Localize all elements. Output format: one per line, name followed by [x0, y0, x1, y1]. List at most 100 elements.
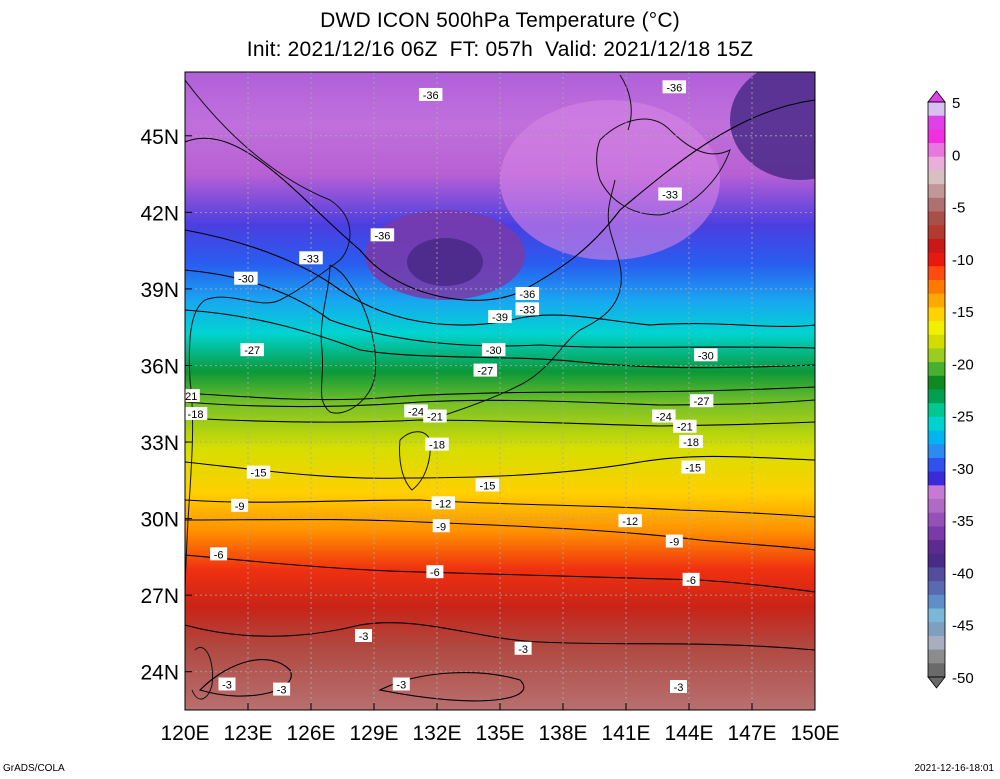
contour-label-bg	[694, 348, 718, 362]
colorbar-label: -10	[952, 252, 974, 269]
contour-label: -3	[674, 682, 684, 694]
colorbar-segment	[928, 170, 945, 185]
coast-asia-mainland	[185, 79, 351, 640]
plot-area	[185, 72, 815, 710]
coast-korea	[320, 264, 377, 414]
contour-label: -21	[677, 422, 693, 434]
y-tick-label: 45N	[140, 126, 179, 149]
contour-labels: -36 -36 -36 -36 -33 -33 -33 -39 -30 -30 -30 -27 -27 -…	[182, 80, 718, 697]
contour-label-bg	[299, 251, 323, 265]
contour-label-bg	[423, 409, 447, 423]
coast-kyushu	[399, 431, 431, 491]
colorbar-bottom-arrow	[927, 676, 946, 689]
colorbar-segment	[928, 594, 945, 610]
contour-label: -33	[519, 304, 535, 316]
contour-label: -12	[435, 498, 451, 510]
x-axis: 120E 123E 126E 129E 132E 135E 138E 141E 144E 147E…	[160, 703, 840, 745]
contour-label-bg	[418, 87, 443, 101]
colorbar-label: -20	[952, 356, 974, 373]
colorbar-segment	[928, 129, 945, 144]
contour-label: -9	[235, 501, 245, 513]
contour-label-bg	[682, 572, 700, 586]
contour-label: -3	[277, 685, 287, 697]
contour-label-bg	[670, 680, 687, 694]
y-axis: 24N 27N 30N 33N 36N 39N 42N 45N	[140, 126, 192, 685]
map-title: DWD ICON 500hPa Temperature (°C)	[320, 9, 680, 32]
contour-label-bg	[514, 641, 532, 655]
contour-label-bg	[234, 271, 258, 285]
contour-label-bg	[515, 302, 540, 316]
coast-sakhalin	[619, 74, 632, 131]
colorbar-segment	[928, 362, 945, 377]
contour-label: -27	[477, 366, 493, 378]
y-tick-label: 27N	[140, 585, 179, 608]
colorbar-segment	[928, 649, 945, 664]
colorbar-segment	[928, 389, 945, 404]
colorbar-frame	[927, 101, 946, 678]
x-tick-label: 129E	[349, 722, 398, 745]
contour-label-bg	[432, 519, 450, 533]
colorbar-segment	[928, 471, 945, 486]
colorbar-segment	[928, 581, 945, 596]
contour-label-bg	[426, 565, 444, 579]
coast-hokkaido	[596, 118, 731, 216]
colorbar-label: -15	[952, 304, 974, 321]
colorbar-segment	[928, 279, 945, 295]
x-tick-label: 123E	[223, 722, 272, 745]
colorbar-segment	[928, 238, 945, 254]
contour-label: -36	[519, 289, 535, 301]
contour-label-bg	[246, 465, 271, 479]
x-tick-label: 120E	[160, 722, 209, 745]
colorbar-segment	[928, 334, 945, 349]
y-tick-label: 24N	[140, 662, 179, 685]
colorbar-segment	[928, 143, 945, 158]
contour-label: -36	[374, 230, 390, 242]
contour-label: -6	[214, 549, 224, 561]
colorbar-label: -35	[952, 513, 974, 530]
contour-label-bg	[183, 406, 208, 420]
warm-pocket-hokkaido	[500, 100, 720, 260]
contour-label: -39	[492, 312, 508, 324]
contour-label: -6	[686, 575, 696, 587]
contour-label: -21	[427, 412, 443, 424]
contour-label-bg	[370, 228, 395, 242]
contour-label: -3	[359, 631, 369, 643]
contour-label: -27	[694, 396, 710, 408]
isotherms	[185, 99, 815, 702]
contour-label-bg	[689, 394, 714, 408]
x-tick-label: 135E	[475, 722, 524, 745]
colorbar-segment	[928, 540, 945, 555]
cold-core-inner	[407, 238, 483, 286]
contour-label-bg	[662, 80, 687, 94]
colorbar-segment	[928, 512, 945, 527]
contour-label: -3	[222, 679, 232, 691]
x-tick-label: 144E	[664, 722, 713, 745]
colorbar-segment	[928, 197, 945, 213]
contour-label: -24	[408, 406, 424, 418]
x-tick-label: 138E	[538, 722, 587, 745]
colorbar-segment	[928, 663, 945, 678]
contour-label-bg	[618, 514, 642, 528]
contour-label-bg	[240, 343, 264, 357]
contour-label: -30	[698, 350, 714, 362]
colorbar-segment	[928, 403, 945, 418]
colorbar-label: -5	[952, 200, 965, 217]
colorbar-segment	[928, 444, 945, 459]
contour-label-bg	[231, 498, 249, 512]
contour-label: -9	[669, 537, 679, 549]
y-tick-label: 42N	[140, 202, 179, 225]
contour-label-bg	[679, 435, 703, 449]
contour-label-bg	[652, 409, 676, 423]
contour-label-bg	[210, 547, 228, 561]
coastlines	[185, 74, 731, 700]
contour-label-bg	[218, 677, 236, 691]
contour-label-bg	[431, 496, 456, 510]
colorbar-segment	[928, 635, 945, 651]
contour-label-bg	[182, 389, 200, 403]
colorbar-segment	[928, 457, 945, 473]
contour-label: -3	[518, 644, 528, 656]
colorbar-label: -30	[952, 461, 974, 478]
colorbar-segment	[928, 266, 945, 281]
contour-label: -33	[303, 253, 319, 265]
